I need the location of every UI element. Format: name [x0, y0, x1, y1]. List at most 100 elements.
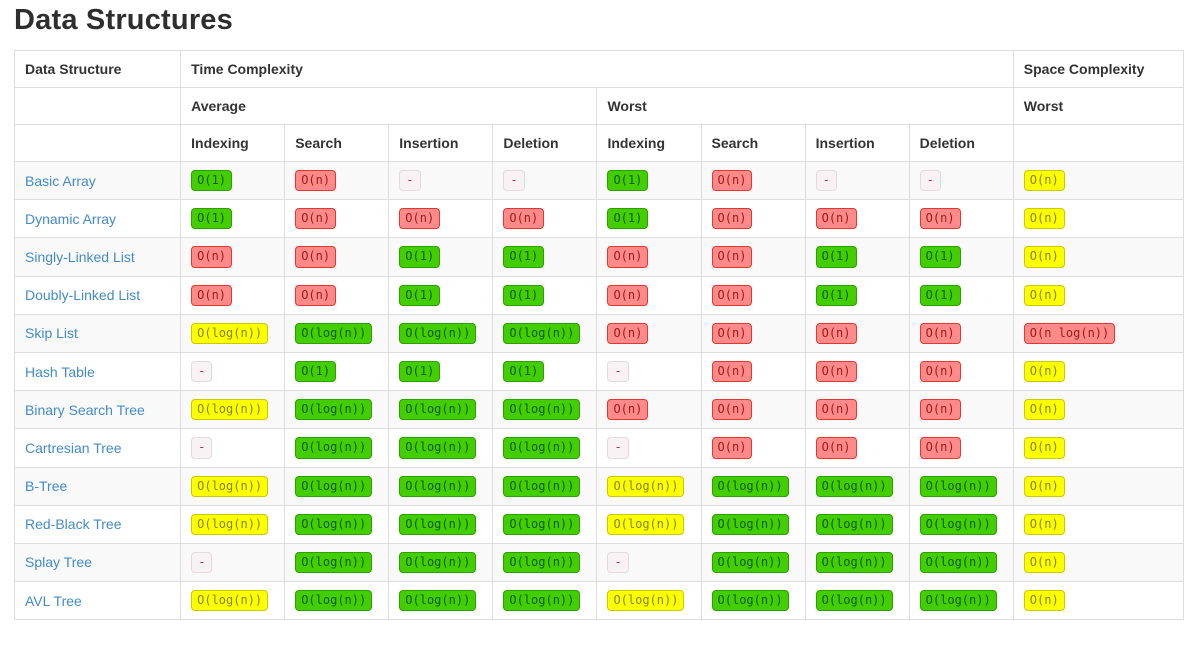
header-time-complexity: Time Complexity: [180, 50, 1014, 88]
complexity-badge-green: O(log(n)): [503, 551, 581, 574]
complexity-badge-green: O(log(n)): [919, 551, 997, 574]
complexity-cell: O(1): [284, 351, 390, 392]
data-structure-link[interactable]: Binary Search Tree: [25, 401, 145, 418]
table-row: Binary Search Tree O(log(n)) O(log(n)) O(lo…: [13, 390, 1185, 430]
complexity-cell: O(log(n)): [492, 428, 598, 468]
complexity-badge-yellow: O(log(n)): [191, 475, 269, 497]
complexity-badge-red: O(n): [919, 208, 961, 230]
complexity-table: Data Structure Time Complexity Space Com…: [13, 50, 1185, 621]
table-head: Data Structure Time Complexity Space Com…: [13, 50, 1185, 162]
complexity-badge-green: O(log(n)): [815, 590, 893, 612]
complexity-badge-green: O(1): [503, 360, 545, 383]
complexity-cell: O(log(n)): [388, 542, 494, 583]
data-structure-link[interactable]: Red-Black Tree: [25, 516, 122, 533]
complexity-cell: O(n): [1012, 504, 1185, 544]
complexity-cell: O(n): [908, 199, 1014, 239]
complexity-cell: O(1): [492, 275, 598, 315]
complexity-badge-green: O(log(n)): [295, 437, 373, 459]
complexity-badge-yellow: O(n): [1023, 360, 1065, 383]
complexity-cell: -: [596, 428, 702, 468]
complexity-cell: -: [908, 160, 1014, 201]
complexity-cell: O(log(n)): [492, 504, 598, 544]
complexity-cell: O(log(n)): [284, 313, 390, 353]
complexity-badge-red: O(n): [607, 322, 649, 344]
complexity-cell: O(1): [804, 275, 910, 315]
table-row: Hash Table - O(1) O(1) O(1) - O(n) O(n) O(n) O(n): [13, 351, 1185, 392]
data-structure-link[interactable]: B-Tree: [25, 478, 68, 495]
table-row: Skip List O(log(n)) O(log(n)) O(log(n)) O(lo…: [13, 313, 1185, 353]
table-row: AVL Tree O(log(n)) O(log(n)) O(log(n)) O(log…: [13, 581, 1185, 621]
complexity-cell: O(1): [180, 199, 286, 239]
complexity-badge-na: -: [399, 170, 421, 192]
complexity-badge-green: O(log(n)): [503, 475, 581, 497]
complexity-cell: O(log(n)): [492, 313, 598, 353]
table-row: Doubly-Linked List O(n) O(n) O(1) O(1) O(n) O(…: [13, 275, 1185, 315]
header-op-worst-deletion: Deletion: [908, 124, 1014, 162]
data-structure-link[interactable]: Hash Table: [25, 363, 95, 380]
table-row: Red-Black Tree O(log(n)) O(log(n)) O(log(n)…: [13, 504, 1185, 544]
data-structure-cell: Red-Black Tree: [13, 504, 182, 544]
data-structure-cell: AVL Tree: [13, 581, 182, 621]
data-structure-link[interactable]: Doubly-Linked List: [25, 287, 141, 304]
complexity-badge-na: -: [607, 360, 629, 383]
complexity-cell: O(log(n)): [908, 466, 1014, 506]
complexity-badge-green: O(log(n)): [399, 590, 477, 612]
complexity-cell: -: [596, 542, 702, 583]
complexity-badge-green: O(log(n)): [919, 590, 997, 612]
complexity-badge-na: -: [191, 360, 213, 383]
complexity-cell: O(n): [700, 428, 806, 468]
complexity-badge-green: O(log(n)): [711, 551, 789, 574]
header-space-complexity: Space Complexity: [1012, 50, 1185, 88]
complexity-cell: O(1): [804, 237, 910, 277]
data-structure-link[interactable]: Splay Tree: [25, 554, 92, 571]
header-op-avg-deletion: Deletion: [492, 124, 598, 162]
complexity-cell: O(log(n)): [388, 504, 494, 544]
complexity-badge-green: O(1): [607, 208, 649, 230]
complexity-badge-green: O(log(n)): [295, 322, 373, 344]
complexity-cell: O(n): [284, 199, 390, 239]
complexity-cell: O(log(n)): [700, 504, 806, 544]
complexity-badge-green: O(1): [503, 284, 545, 306]
complexity-badge-red: O(n): [295, 208, 337, 230]
complexity-cell: O(log(n)): [388, 390, 494, 430]
complexity-cell: O(n): [180, 237, 286, 277]
complexity-cell: O(log(n)): [388, 428, 494, 468]
header-op-worst-indexing: Indexing: [596, 124, 702, 162]
data-structure-link[interactable]: Dynamic Array: [25, 210, 117, 227]
complexity-cell: O(log(n)): [284, 504, 390, 544]
complexity-badge-green: O(log(n)): [711, 590, 789, 612]
complexity-badge-na: -: [607, 551, 629, 574]
header-space-worst: Worst: [1012, 87, 1185, 125]
complexity-badge-yellow: O(n): [1023, 437, 1065, 459]
data-structure-cell: Basic Array: [13, 160, 182, 201]
complexity-cell: O(log(n)): [596, 581, 702, 621]
data-structure-link[interactable]: Basic Array: [25, 172, 96, 189]
header-op-avg-search: Search: [284, 124, 390, 162]
complexity-badge-green: O(1): [815, 284, 857, 306]
complexity-badge-red: O(n): [295, 246, 337, 268]
complexity-cell: O(1): [908, 237, 1014, 277]
complexity-badge-red: O(n): [607, 399, 649, 421]
data-structure-link[interactable]: Cartresian Tree: [25, 439, 122, 456]
table-row: Splay Tree - O(log(n)) O(log(n)) O(log(n)) - O…: [13, 542, 1185, 583]
data-structure-link[interactable]: Singly-Linked List: [25, 248, 135, 265]
complexity-cell: -: [388, 160, 494, 201]
complexity-badge-red: O(n): [919, 322, 961, 344]
complexity-cell: O(1): [908, 275, 1014, 315]
complexity-badge-na: -: [191, 551, 213, 574]
complexity-cell: O(1): [596, 160, 702, 201]
complexity-cell: O(log(n)): [388, 313, 494, 353]
complexity-cell: O(n): [284, 237, 390, 277]
data-structure-link[interactable]: AVL Tree: [25, 592, 82, 609]
complexity-cell: O(n): [596, 390, 702, 430]
complexity-cell: O(log(n)): [908, 542, 1014, 583]
complexity-badge-na: -: [815, 170, 837, 192]
data-structure-link[interactable]: Skip List: [25, 325, 78, 342]
complexity-badge-red: O(n log(n)): [1023, 322, 1116, 344]
complexity-badge-red: O(n): [191, 284, 233, 306]
complexity-cell: O(log(n)): [284, 581, 390, 621]
complexity-cell: O(log(n)): [700, 466, 806, 506]
complexity-badge-green: O(log(n)): [295, 590, 373, 612]
complexity-cell: -: [180, 542, 286, 583]
complexity-cell: O(n): [1012, 237, 1185, 277]
